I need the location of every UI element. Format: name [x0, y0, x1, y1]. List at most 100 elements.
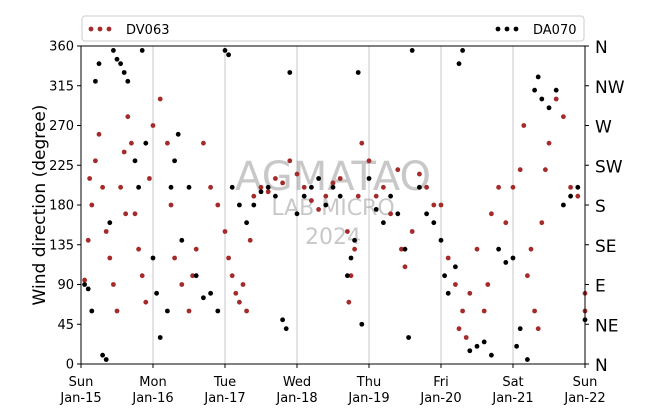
point-dv063 [129, 140, 134, 146]
point-da070 [82, 282, 87, 287]
y-tick-label: 270 [49, 119, 74, 134]
point-da070 [107, 220, 113, 226]
point-dv063 [147, 176, 152, 181]
legend-marker-dv063 [97, 26, 103, 32]
legend-label-dv063: DV063 [126, 23, 170, 38]
point-da070 [517, 326, 523, 332]
x-tick-day: Sat [502, 375, 523, 390]
point-dv063 [359, 140, 365, 146]
y-axis-label: Wind direction (degree) [30, 105, 50, 306]
compass-label: SE [595, 237, 617, 257]
point-dv063 [568, 184, 573, 190]
point-dv063 [539, 220, 545, 226]
legend-marker-da070 [504, 26, 510, 32]
watermark-line: AGMATAO [235, 154, 431, 200]
point-dv063 [521, 123, 527, 128]
point-dv063 [165, 140, 170, 146]
point-da070 [352, 237, 357, 243]
point-da070 [168, 184, 174, 190]
point-da070 [424, 211, 429, 217]
point-da070 [201, 295, 206, 301]
point-da070 [438, 237, 444, 243]
point-da070 [100, 352, 105, 358]
point-da070 [456, 61, 462, 67]
point-dv063 [287, 158, 293, 164]
point-dv063 [388, 211, 393, 217]
y-tick-label: 360 [49, 40, 74, 55]
point-da070 [496, 246, 501, 252]
point-dv063 [399, 246, 404, 252]
point-dv063 [546, 140, 552, 146]
point-dv063 [381, 184, 386, 190]
x-tick-day: Wed [283, 375, 311, 390]
point-dv063 [535, 326, 541, 332]
point-da070 [114, 56, 120, 62]
point-dv063 [453, 282, 458, 287]
point-dv063 [280, 180, 285, 186]
x-tick-date: Jan-19 [347, 391, 389, 406]
legend-box [81, 15, 585, 42]
point-dv063 [229, 273, 235, 279]
point-dv063 [496, 184, 501, 190]
point-dv063 [240, 282, 246, 287]
point-da070 [366, 176, 372, 181]
point-da070 [125, 78, 131, 84]
point-da070 [514, 343, 519, 349]
point-da070 [406, 335, 411, 340]
point-da070 [532, 87, 537, 93]
point-dv063 [89, 202, 95, 208]
point-da070 [172, 158, 178, 164]
point-dv063 [309, 198, 314, 203]
compass-label: N [595, 38, 608, 58]
point-da070 [381, 220, 386, 226]
y-tick-label: 315 [49, 79, 74, 94]
point-da070 [568, 193, 573, 199]
point-da070 [229, 184, 235, 190]
point-da070 [283, 326, 289, 332]
point-da070 [165, 308, 170, 314]
point-dv063 [157, 96, 163, 102]
point-dv063 [215, 202, 221, 208]
point-da070 [179, 237, 185, 243]
point-dv063 [143, 299, 149, 305]
point-dv063 [485, 282, 491, 287]
compass-label: E [595, 277, 606, 297]
point-dv063 [553, 96, 559, 102]
point-dv063 [424, 184, 429, 190]
point-da070 [143, 140, 149, 146]
point-da070 [215, 308, 221, 314]
x-tick-date: Jan-16 [131, 391, 173, 406]
point-dv063 [402, 264, 408, 270]
point-dv063 [528, 246, 534, 252]
point-dv063 [575, 193, 581, 199]
point-dv063 [258, 184, 264, 190]
point-dv063 [114, 308, 120, 314]
point-da070 [226, 52, 232, 58]
point-dv063 [445, 255, 451, 261]
point-da070 [265, 184, 271, 190]
point-dv063 [121, 149, 127, 155]
point-da070 [546, 105, 552, 111]
point-dv063 [431, 202, 437, 208]
point-da070 [402, 246, 408, 252]
point-dv063 [139, 273, 145, 279]
point-da070 [222, 48, 228, 53]
y-tick-label: 90 [57, 278, 74, 293]
point-dv063 [132, 211, 138, 217]
point-dv063 [201, 140, 206, 146]
point-dv063 [118, 184, 123, 190]
point-dv063 [481, 308, 487, 314]
point-dv063 [123, 211, 129, 217]
point-da070 [503, 260, 509, 265]
x-tick-day: Fri [433, 375, 449, 390]
point-da070 [93, 78, 98, 84]
point-dv063 [226, 255, 232, 261]
compass-label: NW [595, 78, 625, 98]
point-dv063 [366, 158, 372, 164]
point-da070 [460, 48, 465, 53]
point-da070 [409, 48, 415, 53]
point-dv063 [467, 290, 473, 296]
point-da070 [373, 207, 379, 212]
point-dv063 [503, 220, 509, 226]
